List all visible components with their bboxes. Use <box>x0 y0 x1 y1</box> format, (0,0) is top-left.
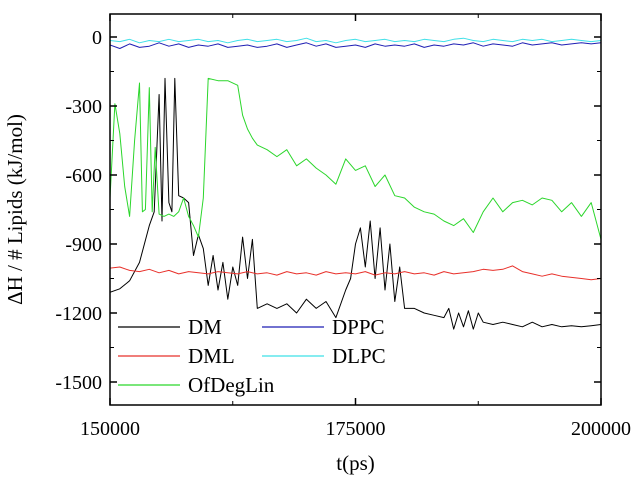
series-line-dm <box>110 77 601 330</box>
legend-label: OfDegLin <box>188 373 275 397</box>
y-tick-label: -900 <box>65 234 102 256</box>
series-line-dlpc <box>110 37 601 44</box>
y-tick-label: -300 <box>65 96 102 118</box>
legend: DM DPPC DML DLPC OfDegLin <box>118 315 386 397</box>
x-axis-title: t(ps) <box>336 451 375 475</box>
y-tick-label: -600 <box>65 165 102 187</box>
x-tick-label: 175000 <box>326 418 386 440</box>
y-tick-label: -1500 <box>55 372 102 394</box>
y-axis-title: ΔH / # Lipids (kJ/mol) <box>3 114 27 305</box>
legend-label: DML <box>188 344 235 368</box>
series-line-dppc <box>110 42 601 49</box>
y-tick-label: 0 <box>92 27 102 49</box>
series-layer <box>110 37 601 330</box>
x-tick-label: 150000 <box>80 418 140 440</box>
ticks-layer: 150000 175000 200000 0 -300 -600 -900 -1200 -150… <box>55 14 631 440</box>
legend-label: DLPC <box>332 344 386 368</box>
legend-label: DPPC <box>332 315 385 339</box>
legend-label: DM <box>188 315 222 339</box>
x-tick-label: 200000 <box>571 418 631 440</box>
series-line-dml <box>110 265 601 281</box>
series-line-ofdeglin <box>110 77 601 240</box>
y-tick-label: -1200 <box>55 303 102 325</box>
